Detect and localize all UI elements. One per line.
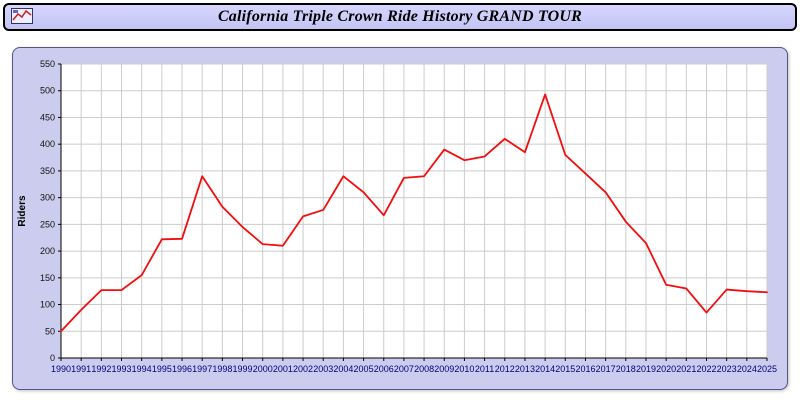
svg-text:50: 50	[45, 326, 55, 336]
svg-text:1994: 1994	[132, 364, 152, 374]
svg-text:1992: 1992	[91, 364, 111, 374]
title-bar: California Triple Crown Ride History GRA…	[3, 3, 797, 31]
svg-text:2017: 2017	[596, 364, 616, 374]
svg-text:2001: 2001	[273, 364, 293, 374]
svg-text:500: 500	[40, 86, 55, 96]
svg-text:1991: 1991	[71, 364, 91, 374]
svg-text:2002: 2002	[293, 364, 313, 374]
svg-text:1996: 1996	[172, 364, 192, 374]
svg-text:2000: 2000	[253, 364, 273, 374]
svg-text:2006: 2006	[374, 364, 394, 374]
svg-text:2016: 2016	[575, 364, 595, 374]
svg-text:0: 0	[50, 353, 55, 363]
svg-text:1990: 1990	[51, 364, 71, 374]
svg-text:2021: 2021	[676, 364, 696, 374]
svg-text:1998: 1998	[212, 364, 232, 374]
svg-text:100: 100	[40, 300, 55, 310]
svg-text:2012: 2012	[495, 364, 515, 374]
svg-text:2008: 2008	[414, 364, 434, 374]
svg-text:2013: 2013	[515, 364, 535, 374]
svg-text:2015: 2015	[555, 364, 575, 374]
svg-text:1999: 1999	[233, 364, 253, 374]
svg-text:250: 250	[40, 219, 55, 229]
svg-text:2004: 2004	[333, 364, 353, 374]
svg-text:2019: 2019	[636, 364, 656, 374]
svg-text:2005: 2005	[354, 364, 374, 374]
svg-text:2025: 2025	[757, 364, 777, 374]
chart-panel: 0 50 100 150 200 250 300 350 400 450 500 550 1990 199…	[12, 47, 788, 390]
svg-text:350: 350	[40, 166, 55, 176]
svg-text:2022: 2022	[696, 364, 716, 374]
svg-text:300: 300	[40, 193, 55, 203]
svg-text:550: 550	[40, 59, 55, 69]
svg-text:2009: 2009	[434, 364, 454, 374]
svg-text:2007: 2007	[394, 364, 414, 374]
svg-text:150: 150	[40, 273, 55, 283]
svg-text:1995: 1995	[152, 364, 172, 374]
svg-text:2011: 2011	[475, 364, 494, 374]
svg-text:1993: 1993	[111, 364, 131, 374]
svg-text:2003: 2003	[313, 364, 333, 374]
logo-icon	[11, 8, 33, 24]
svg-text:2010: 2010	[454, 364, 474, 374]
svg-text:2024: 2024	[737, 364, 757, 374]
page-title: California Triple Crown Ride History GRA…	[217, 8, 583, 25]
svg-text:2018: 2018	[616, 364, 636, 374]
svg-text:400: 400	[40, 139, 55, 149]
svg-text:450: 450	[40, 112, 55, 122]
svg-text:1997: 1997	[192, 364, 212, 374]
svg-text:200: 200	[40, 246, 55, 256]
svg-text:2023: 2023	[717, 364, 737, 374]
svg-text:2014: 2014	[535, 364, 555, 374]
svg-text:Riders: Riders	[17, 195, 28, 227]
svg-text:2020: 2020	[656, 364, 676, 374]
